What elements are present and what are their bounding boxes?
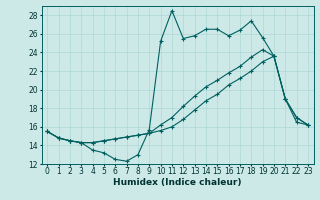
X-axis label: Humidex (Indice chaleur): Humidex (Indice chaleur) (113, 178, 242, 187)
